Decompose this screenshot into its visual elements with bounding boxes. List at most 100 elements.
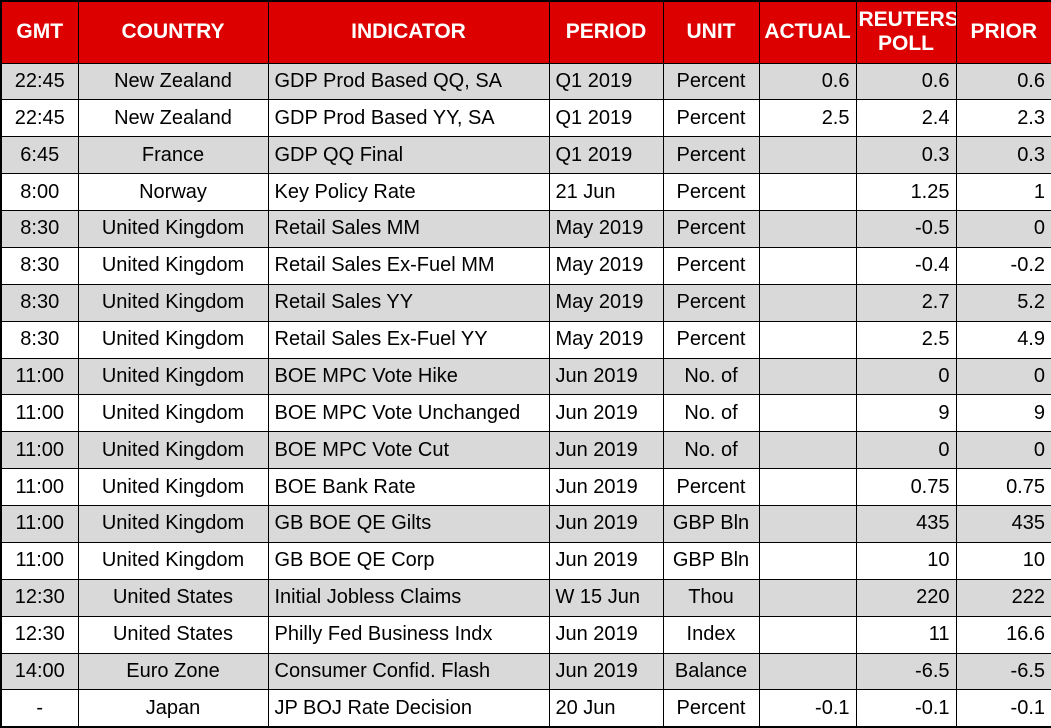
table-cell-prior: 0.6	[955, 62, 1051, 101]
table-cell-prior: -0.1	[955, 689, 1051, 728]
table-cell-indicator: JP BOJ Rate Decision	[267, 689, 550, 728]
table-cell-period: Jun 2019	[548, 615, 664, 654]
table-cell-actual: -0.1	[758, 689, 857, 728]
table-cell-reuters-poll: 2.5	[855, 320, 957, 359]
table-cell-prior: -0.2	[955, 246, 1051, 285]
table-cell-actual	[758, 246, 857, 285]
table-cell-gmt: 22:45	[0, 62, 79, 101]
column-header-actual: ACTUAL	[758, 0, 857, 64]
table-cell-gmt: 12:30	[0, 615, 79, 654]
table-cell-period: 20 Jun	[548, 689, 664, 728]
table-cell-reuters-poll: 220	[855, 578, 957, 617]
table-cell-prior: 16.6	[955, 615, 1051, 654]
table-cell-unit: No. of	[662, 431, 760, 470]
table-header: GMT COUNTRY INDICATOR PERIOD UNIT ACTUAL REUTE…	[0, 0, 1051, 64]
table-cell-prior: 9	[955, 394, 1051, 433]
table-row: 8:30 United Kingdom Retail Sales Ex-Fuel Y…	[0, 320, 1051, 359]
table-body: 22:45 New Zealand GDP Prod Based QQ, SA Q1 …	[0, 62, 1051, 728]
table-row: 11:00 United Kingdom BOE MPC Vote Cut Jun 2…	[0, 431, 1051, 470]
table-row: 6:45 France GDP QQ Final Q1 2019 Percent 0.3 0…	[0, 136, 1051, 175]
table-cell-actual	[758, 136, 857, 175]
table-row: 12:30 United States Philly Fed Business In…	[0, 615, 1051, 654]
column-header-gmt: GMT	[0, 0, 79, 64]
table-cell-prior: 435	[955, 505, 1051, 543]
table-cell-prior: 10	[955, 541, 1051, 580]
table-cell-reuters-poll: 0.6	[855, 62, 957, 101]
table-cell-actual: 2.5	[758, 99, 857, 138]
table-cell-reuters-poll: 0	[855, 357, 957, 396]
column-header-unit: UNIT	[662, 0, 760, 64]
table-cell-country: New Zealand	[77, 99, 269, 138]
table-cell-gmt: 8:30	[0, 210, 79, 248]
table-cell-indicator: GDP Prod Based QQ, SA	[267, 62, 550, 101]
table-cell-unit: Percent	[662, 99, 760, 138]
table-cell-gmt: 14:00	[0, 652, 79, 691]
table-cell-gmt: 8:00	[0, 173, 79, 211]
table-cell-prior: 0	[955, 210, 1051, 248]
table-cell-unit: Percent	[662, 320, 760, 359]
table-cell-indicator: BOE Bank Rate	[267, 468, 550, 506]
table-cell-gmt: 8:30	[0, 283, 79, 322]
table-cell-unit: Index	[662, 615, 760, 654]
table-cell-period: Q1 2019	[548, 99, 664, 138]
table-row: 11:00 United Kingdom GB BOE QE Corp Jun 201…	[0, 541, 1051, 580]
table-cell-actual	[758, 283, 857, 322]
table-cell-actual	[758, 652, 857, 691]
table-cell-gmt: 6:45	[0, 136, 79, 175]
table-cell-country: United Kingdom	[77, 468, 269, 506]
table-cell-country: Japan	[77, 689, 269, 728]
table-cell-indicator: BOE MPC Vote Unchanged	[267, 394, 550, 433]
table-cell-period: May 2019	[548, 210, 664, 248]
table-cell-period: May 2019	[548, 246, 664, 285]
table-row: 8:00 Norway Key Policy Rate 21 Jun Percent 1.…	[0, 173, 1051, 211]
table-cell-indicator: Retail Sales Ex-Fuel YY	[267, 320, 550, 359]
table-cell-actual	[758, 173, 857, 211]
table-cell-actual: 0.6	[758, 62, 857, 101]
table-cell-country: New Zealand	[77, 62, 269, 101]
table-cell-unit: No. of	[662, 394, 760, 433]
table-cell-period: Jun 2019	[548, 541, 664, 580]
table-cell-unit: No. of	[662, 357, 760, 396]
table-cell-period: 21 Jun	[548, 173, 664, 211]
table-cell-country: Euro Zone	[77, 652, 269, 691]
table-cell-period: Jun 2019	[548, 468, 664, 506]
table-cell-gmt: 11:00	[0, 394, 79, 433]
table-cell-unit: Balance	[662, 652, 760, 691]
table-cell-indicator: BOE MPC Vote Cut	[267, 431, 550, 470]
table-row: 14:00 Euro Zone Consumer Confid. Flash Jun …	[0, 652, 1051, 691]
table-cell-country: United States	[77, 578, 269, 617]
table-cell-reuters-poll: 1.25	[855, 173, 957, 211]
table-cell-country: United Kingdom	[77, 283, 269, 322]
table-cell-unit: Percent	[662, 173, 760, 211]
table-row: 8:30 United Kingdom Retail Sales Ex-Fuel M…	[0, 246, 1051, 285]
table-cell-reuters-poll: 2.4	[855, 99, 957, 138]
table-cell-period: Jun 2019	[548, 431, 664, 470]
table-cell-period: Jun 2019	[548, 357, 664, 396]
table-cell-unit: Percent	[662, 136, 760, 175]
table-cell-prior: 222	[955, 578, 1051, 617]
table-row: 22:45 New Zealand GDP Prod Based QQ, SA Q1 …	[0, 62, 1051, 101]
table-cell-reuters-poll: -0.1	[855, 689, 957, 728]
table-cell-period: May 2019	[548, 320, 664, 359]
table-cell-gmt: 8:30	[0, 246, 79, 285]
table-cell-unit: Thou	[662, 578, 760, 617]
table-cell-unit: Percent	[662, 283, 760, 322]
table-cell-period: W 15 Jun	[548, 578, 664, 617]
table-cell-gmt: 12:30	[0, 578, 79, 617]
table-cell-reuters-poll: 0.3	[855, 136, 957, 175]
table-row: 12:30 United States Initial Jobless Claims…	[0, 578, 1051, 617]
table-cell-indicator: GDP QQ Final	[267, 136, 550, 175]
table-cell-prior: -6.5	[955, 652, 1051, 691]
table-cell-actual	[758, 505, 857, 543]
table-cell-gmt: 11:00	[0, 357, 79, 396]
table-row: 11:00 United Kingdom BOE MPC Vote Hike Jun …	[0, 357, 1051, 396]
table-cell-country: United Kingdom	[77, 541, 269, 580]
table-cell-country: United Kingdom	[77, 505, 269, 543]
table-cell-unit: Percent	[662, 689, 760, 728]
table-cell-gmt: 11:00	[0, 431, 79, 470]
table-cell-unit: Percent	[662, 468, 760, 506]
table-cell-reuters-poll: 10	[855, 541, 957, 580]
table-cell-unit: Percent	[662, 246, 760, 285]
